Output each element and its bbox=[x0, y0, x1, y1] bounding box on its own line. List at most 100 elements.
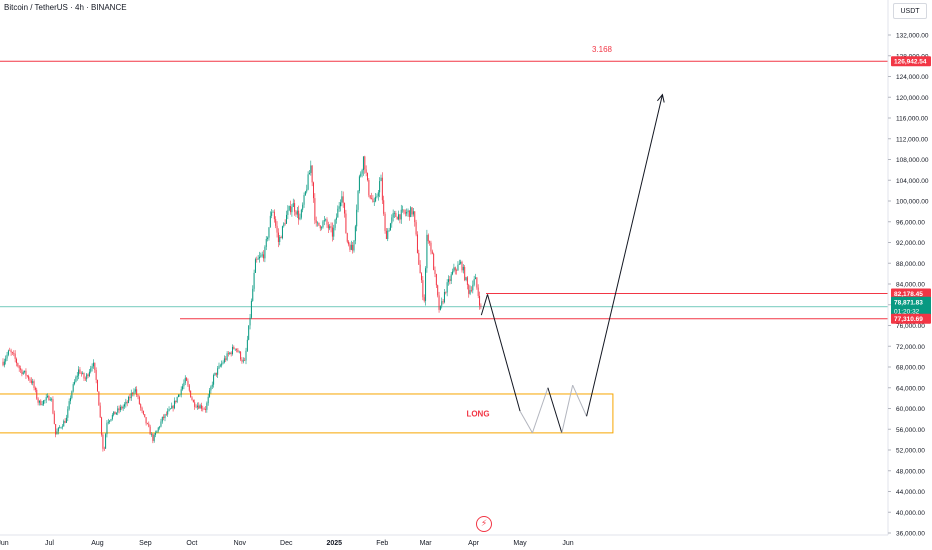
long-zone-label: LONG bbox=[466, 409, 489, 418]
candle-body bbox=[364, 156, 366, 170]
candle-body bbox=[13, 352, 15, 354]
time-tick-label: Apr bbox=[468, 540, 480, 547]
candle-body bbox=[2, 361, 4, 366]
candle-body bbox=[11, 352, 13, 353]
price-tag-77310-text: 77,310.69 bbox=[894, 316, 923, 323]
candle-body bbox=[346, 233, 348, 242]
time-tick-label: Jun bbox=[562, 540, 573, 547]
time-tick-label: Mar bbox=[420, 540, 433, 547]
candle-body bbox=[191, 397, 193, 400]
candle-body bbox=[454, 267, 456, 271]
candle-body bbox=[34, 387, 36, 390]
candle-body bbox=[457, 264, 459, 271]
candle-body bbox=[115, 412, 117, 415]
candle-body bbox=[176, 397, 178, 403]
price-tick-label: 48,000.00 bbox=[896, 468, 925, 475]
candle-body bbox=[52, 399, 54, 414]
candle-body bbox=[236, 348, 238, 350]
candle-body bbox=[65, 417, 67, 423]
candle-body bbox=[122, 406, 124, 409]
candle-body bbox=[178, 394, 179, 398]
candle-body bbox=[187, 380, 189, 386]
candle-body bbox=[276, 225, 278, 233]
candle-body bbox=[313, 182, 314, 199]
candle-body bbox=[105, 434, 107, 449]
price-tick-label: 88,000.00 bbox=[896, 261, 925, 268]
candle-body bbox=[16, 358, 17, 364]
candle-body bbox=[292, 203, 294, 208]
candle-body bbox=[294, 203, 296, 212]
candle-body bbox=[433, 253, 435, 271]
candle-body bbox=[335, 217, 337, 220]
candle-body bbox=[30, 380, 32, 383]
candle-body bbox=[113, 411, 115, 415]
candle-body bbox=[222, 362, 224, 364]
candle-body bbox=[53, 413, 55, 424]
candle-body bbox=[280, 237, 282, 239]
candle-body bbox=[153, 434, 155, 441]
candle-body bbox=[221, 363, 223, 366]
price-tick-label: 52,000.00 bbox=[896, 448, 925, 455]
candle-body bbox=[357, 190, 359, 210]
candle-body bbox=[145, 417, 147, 424]
candle-body bbox=[79, 369, 81, 374]
candle-body bbox=[152, 433, 154, 441]
candle-body bbox=[475, 277, 476, 280]
candle-body bbox=[419, 264, 421, 274]
candle-body bbox=[229, 352, 231, 355]
time-tick-label: Dec bbox=[280, 540, 293, 547]
candle-body bbox=[383, 200, 385, 214]
price-tick-label: 108,000.00 bbox=[896, 157, 929, 164]
candle-body bbox=[380, 177, 382, 182]
candle-body bbox=[172, 405, 174, 409]
candle-body bbox=[356, 209, 358, 227]
candle-body bbox=[14, 353, 16, 359]
time-tick-label: Feb bbox=[376, 540, 388, 547]
price-tick-label: 96,000.00 bbox=[896, 219, 925, 226]
candle-body bbox=[261, 254, 263, 256]
candle-body bbox=[109, 420, 111, 422]
projection-segment bbox=[487, 294, 521, 412]
candle-body bbox=[287, 210, 289, 215]
candle-body bbox=[448, 279, 449, 283]
candle-body bbox=[319, 225, 321, 229]
projection-segment bbox=[572, 384, 588, 417]
candle-body bbox=[240, 351, 242, 360]
candle-body bbox=[458, 263, 460, 265]
candle-body bbox=[140, 404, 142, 408]
candle-body bbox=[404, 212, 406, 214]
projection-segment bbox=[480, 294, 489, 316]
candle-body bbox=[47, 395, 49, 398]
candle-body bbox=[252, 288, 254, 301]
candle-body bbox=[360, 173, 362, 177]
candle-body bbox=[388, 230, 390, 232]
candle-body bbox=[327, 224, 329, 229]
candle-body bbox=[407, 210, 409, 213]
candle-body bbox=[361, 170, 363, 174]
candle-body bbox=[334, 219, 336, 228]
price-tick-label: 56,000.00 bbox=[896, 427, 925, 434]
candle-body bbox=[465, 277, 467, 281]
candle-body bbox=[200, 405, 202, 409]
candle-body bbox=[450, 274, 452, 281]
candle-body bbox=[18, 366, 20, 369]
candle-body bbox=[121, 406, 123, 409]
candle-body bbox=[314, 198, 316, 221]
candle-body bbox=[425, 268, 427, 301]
candle-body bbox=[194, 402, 196, 407]
candle-body bbox=[184, 377, 186, 383]
candle-body bbox=[273, 211, 275, 220]
candle-body bbox=[161, 416, 163, 422]
candle-body bbox=[341, 196, 343, 203]
candle-body bbox=[365, 169, 367, 173]
candle-body bbox=[248, 325, 250, 340]
candle-body bbox=[435, 274, 437, 286]
currency-button[interactable]: USDT bbox=[893, 3, 927, 19]
candle-body bbox=[268, 227, 270, 238]
candle-body bbox=[277, 232, 279, 243]
candles-layer bbox=[2, 155, 482, 452]
price-tick-label: 100,000.00 bbox=[896, 199, 929, 206]
candle-body bbox=[37, 398, 39, 403]
candle-body bbox=[98, 391, 100, 406]
